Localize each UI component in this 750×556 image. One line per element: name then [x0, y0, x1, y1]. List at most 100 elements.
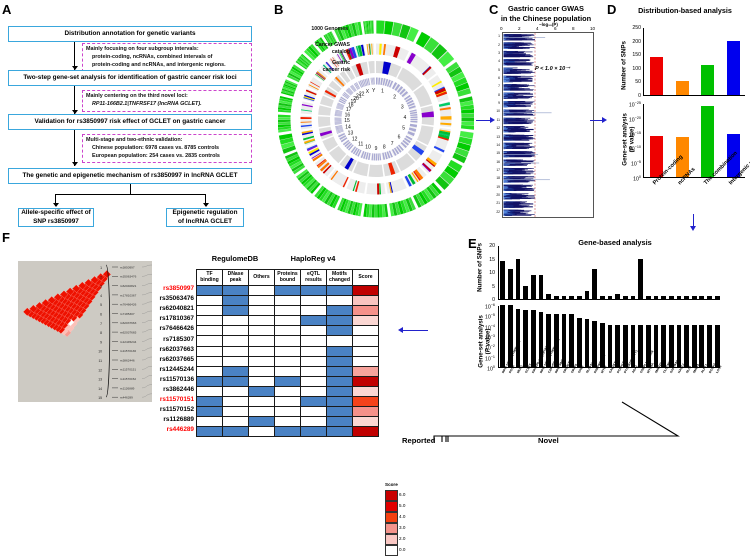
- table-row[interactable]: [197, 386, 379, 396]
- svg-text:22: 22: [359, 92, 365, 98]
- snp-id-label[interactable]: rs11570152: [118, 406, 194, 413]
- chromosome-label: 5: [491, 68, 500, 72]
- snp-id-label[interactable]: rs3850997: [118, 285, 194, 292]
- snp-id-label[interactable]: rs76466426: [118, 325, 194, 332]
- y-tick-label: 10−2: [466, 344, 495, 352]
- table-row[interactable]: [197, 346, 379, 356]
- cell-empty: [301, 366, 327, 376]
- chromosome-label: 13: [491, 135, 500, 139]
- flow-box-4-label: The genetic and epigenetic mechanism of …: [23, 172, 238, 181]
- y-tick-label: 15: [474, 257, 495, 263]
- svg-text:12: 12: [352, 136, 358, 142]
- panel-a-letter: A: [2, 2, 11, 17]
- flow-box-1: Distribution annotation for genetic vari…: [8, 26, 252, 42]
- svg-text:14: 14: [98, 387, 102, 391]
- cell-empty: [249, 286, 275, 296]
- snp-id-label[interactable]: rs7185307: [118, 336, 194, 343]
- y-tick-label: 10−5: [611, 160, 641, 168]
- svg-text:14: 14: [345, 124, 351, 130]
- flow-arrow-3-head: [72, 162, 78, 166]
- cell-annotated: [327, 316, 353, 326]
- cell-empty: [301, 296, 327, 306]
- svg-text:6: 6: [398, 134, 401, 140]
- table-row[interactable]: [197, 356, 379, 366]
- bar-number-of-snps: [661, 296, 666, 299]
- bar-gene-set-pvalue: [638, 325, 643, 367]
- flow-arrow-3-line: [74, 130, 75, 166]
- y-tick-label: 100: [611, 175, 641, 183]
- legend-swatch: [385, 490, 398, 501]
- legend-swatch: [385, 501, 398, 512]
- svg-text:10: 10: [365, 145, 371, 151]
- table-row[interactable]: [197, 316, 379, 326]
- cell-score: [353, 296, 379, 306]
- table-row[interactable]: [197, 417, 379, 427]
- cell-empty: [223, 407, 249, 417]
- flow-box-3: Validation for rs3850997 risk effect of …: [8, 114, 252, 130]
- note-1-line-1: Mainly focusing on four subgroup interva…: [86, 46, 248, 54]
- bar-gene-set-pvalue: [701, 106, 714, 177]
- snp-id-label[interactable]: rs11570151: [118, 396, 194, 403]
- table-row[interactable]: [197, 366, 379, 376]
- cell-annotated: [301, 316, 327, 326]
- bar-number-of-snps: [577, 296, 582, 299]
- bar-number-of-snps: [569, 296, 574, 299]
- table-row[interactable]: [197, 407, 379, 417]
- cell-annotated: [223, 296, 249, 306]
- snp-id-label[interactable]: rs62040821: [118, 305, 194, 312]
- x-tick-label: 2: [518, 26, 521, 31]
- table-row[interactable]: [197, 376, 379, 386]
- table-row[interactable]: [197, 326, 379, 336]
- table-row[interactable]: [197, 397, 379, 407]
- cell-annotated: [327, 407, 353, 417]
- chromosome-label: 12: [491, 126, 500, 130]
- cell-score: [353, 397, 379, 407]
- table-row[interactable]: [197, 286, 379, 296]
- cell-score: [353, 306, 379, 316]
- cell-empty: [301, 417, 327, 427]
- snp-id-label[interactable]: rs446289: [118, 426, 194, 433]
- table-row[interactable]: [197, 306, 379, 316]
- snp-id-label[interactable]: rs11570136: [118, 376, 194, 383]
- chromosome-label: 21: [491, 201, 500, 205]
- bar-number-of-snps: [646, 296, 651, 299]
- cell-annotated: [249, 417, 275, 427]
- svg-text:8: 8: [100, 331, 102, 335]
- snp-id-label[interactable]: rs12445244: [118, 366, 194, 373]
- chromosome-label: 7: [491, 84, 500, 88]
- cell-score: [353, 417, 379, 427]
- legend-value-label: 6.0: [399, 492, 405, 497]
- cell-empty: [275, 336, 301, 346]
- snp-id-label[interactable]: rs62037663: [118, 346, 194, 353]
- svg-text:3: 3: [100, 285, 102, 289]
- cell-empty: [301, 386, 327, 396]
- cell-empty: [301, 376, 327, 386]
- panel-e-bracket: [430, 396, 720, 448]
- table-row[interactable]: [197, 427, 379, 437]
- snp-id-label[interactable]: rs3862446: [118, 386, 194, 393]
- table-row[interactable]: [197, 336, 379, 346]
- y-tick-label: 5: [474, 284, 495, 290]
- bar-gene-set-pvalue: [569, 314, 574, 367]
- cell-empty: [249, 376, 275, 386]
- snp-id-label[interactable]: rs62037665: [118, 356, 194, 363]
- flow-box-2-label: Two-step gene-set analysis for identific…: [23, 74, 236, 83]
- chromosome-label: 1: [491, 34, 500, 38]
- flow-split-right-head: [203, 203, 209, 207]
- cell-annotated: [223, 427, 249, 437]
- snp-id-label[interactable]: rs17810367: [118, 315, 194, 322]
- svg-text:11: 11: [358, 141, 363, 147]
- bar-number-of-snps: [699, 296, 704, 299]
- cell-annotated: [327, 346, 353, 356]
- table-row[interactable]: [197, 296, 379, 306]
- svg-text:7: 7: [100, 322, 102, 326]
- panel-c-title-line1: Gastric cancer GWAS: [508, 4, 584, 13]
- panel-d-title: Distribution-based analysis: [621, 6, 749, 15]
- snp-id-label[interactable]: rs1126889: [118, 416, 194, 423]
- cell-empty: [327, 296, 353, 306]
- bar-number-of-snps: [546, 294, 551, 299]
- panel-a-workflow: A Distribution annotation for genetic va…: [0, 0, 270, 230]
- snp-id-label[interactable]: rs35063476: [118, 295, 194, 302]
- chromosome-label: 16: [491, 160, 500, 164]
- cell-empty: [275, 306, 301, 316]
